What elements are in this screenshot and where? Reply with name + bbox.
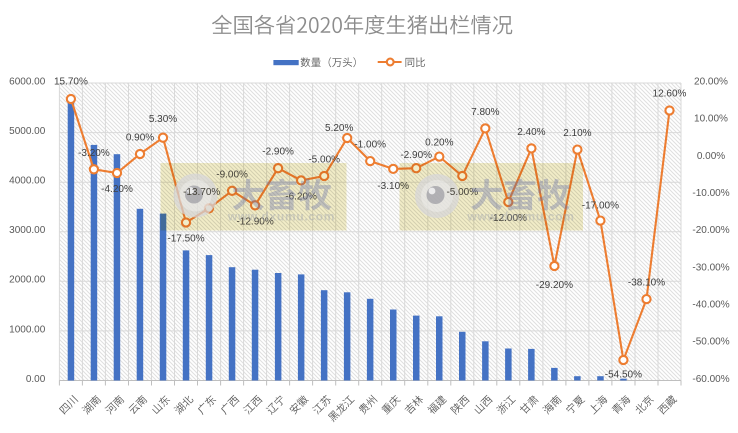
svg-text:-10.00%: -10.00% — [692, 188, 729, 199]
svg-text:0.00: 0.00 — [26, 374, 46, 385]
svg-text:10.00%: 10.00% — [694, 114, 728, 125]
svg-text:6000.00: 6000.00 — [9, 76, 46, 87]
svg-text:-50.00%: -50.00% — [692, 337, 729, 348]
svg-text:0.90%: 0.90% — [126, 133, 154, 144]
svg-text:-40.00%: -40.00% — [692, 300, 729, 311]
svg-text:-2.90%: -2.90% — [400, 150, 432, 161]
svg-text:-60.00%: -60.00% — [692, 374, 729, 385]
svg-text:-20.00%: -20.00% — [692, 225, 729, 236]
svg-text:-3.20%: -3.20% — [78, 148, 110, 159]
svg-text:-5.00%: -5.00% — [446, 187, 478, 198]
svg-text:2.10%: 2.10% — [563, 128, 591, 139]
svg-text:5.20%: 5.20% — [325, 123, 353, 134]
svg-text:-54.50%: -54.50% — [605, 369, 642, 380]
svg-text:15.70%: 15.70% — [54, 76, 88, 87]
svg-text:-17.00%: -17.00% — [582, 200, 619, 211]
svg-text:www.dxumu.com: www.dxumu.com — [227, 210, 335, 224]
svg-text:-6.20%: -6.20% — [285, 191, 317, 202]
svg-text:0.00%: 0.00% — [697, 151, 725, 162]
svg-text:-30.00%: -30.00% — [692, 262, 729, 273]
svg-text:2000.00: 2000.00 — [9, 275, 46, 286]
svg-text:0.20%: 0.20% — [425, 138, 453, 149]
svg-text:-5.00%: -5.00% — [308, 155, 340, 166]
svg-text:2.40%: 2.40% — [517, 127, 545, 138]
svg-text:5000.00: 5000.00 — [9, 126, 46, 137]
svg-text:4000.00: 4000.00 — [9, 176, 46, 187]
svg-text:5.30%: 5.30% — [149, 114, 177, 125]
svg-text:-13.70%: -13.70% — [183, 187, 220, 198]
svg-text:1000.00: 1000.00 — [9, 324, 46, 335]
svg-text:12.60%: 12.60% — [653, 88, 687, 99]
svg-text:-38.10%: -38.10% — [628, 277, 665, 288]
svg-text:-2.90%: -2.90% — [262, 147, 294, 158]
svg-text:-12.90%: -12.90% — [236, 216, 273, 227]
svg-text:-12.00%: -12.00% — [490, 213, 527, 224]
svg-text:-3.10%: -3.10% — [377, 181, 409, 192]
svg-text:7.80%: 7.80% — [471, 107, 499, 118]
svg-text:-1.00%: -1.00% — [354, 140, 386, 151]
svg-text:www.dxumu.com: www.dxumu.com — [466, 210, 574, 224]
svg-text:-4.20%: -4.20% — [101, 184, 133, 195]
svg-text:3000.00: 3000.00 — [9, 225, 46, 236]
svg-text:-9.00%: -9.00% — [216, 169, 248, 180]
svg-text:-17.50%: -17.50% — [167, 234, 204, 245]
svg-text:-29.20%: -29.20% — [536, 280, 573, 291]
svg-text:20.00%: 20.00% — [694, 76, 728, 87]
